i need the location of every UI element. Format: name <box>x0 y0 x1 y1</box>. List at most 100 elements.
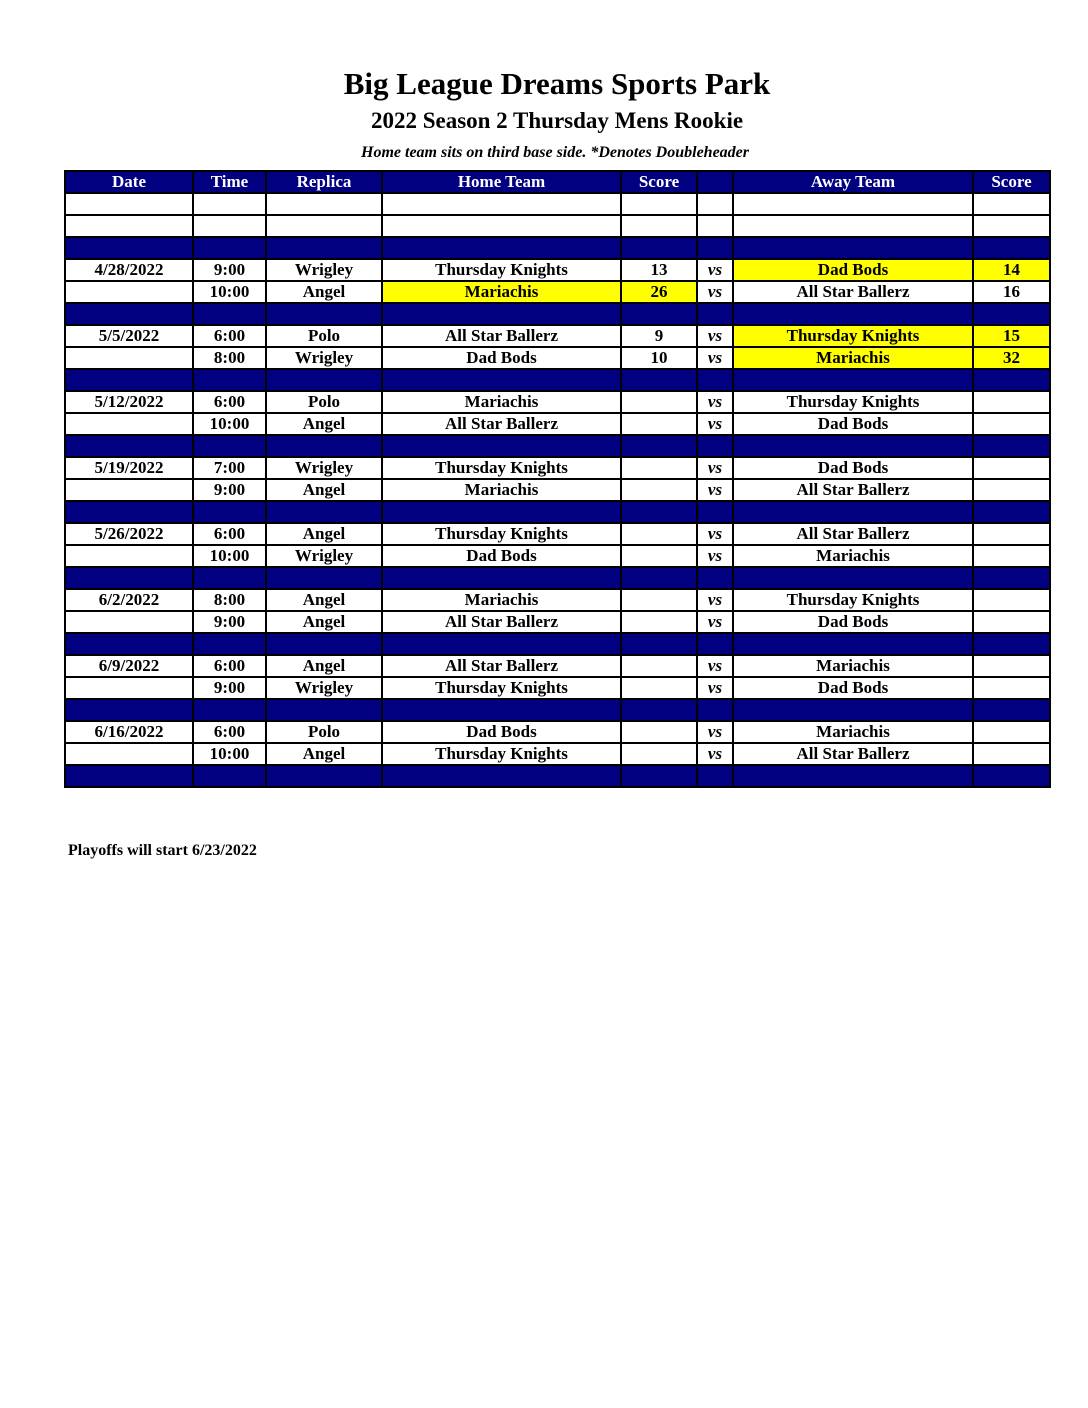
game-time: 9:00 <box>192 676 267 700</box>
empty-cell <box>620 698 698 722</box>
column-header: Date <box>64 170 194 194</box>
empty-cell <box>192 368 267 392</box>
game-row: 6/2/2022 8:00 Angel Mariachis vs Thursday Kni… <box>64 588 1051 612</box>
home-score <box>620 544 698 568</box>
empty-cell <box>381 236 622 260</box>
empty-cell <box>620 236 698 260</box>
home-team: Dad Bods <box>381 346 622 370</box>
vs-label: vs <box>696 280 734 304</box>
empty-cell <box>265 236 383 260</box>
empty-cell <box>620 434 698 458</box>
separator-row <box>64 698 1051 722</box>
empty-cell <box>192 192 267 216</box>
game-field: Polo <box>265 324 383 348</box>
empty-cell <box>64 368 194 392</box>
empty-cell <box>732 566 974 590</box>
home-score <box>620 588 698 612</box>
game-time: 9:00 <box>192 610 267 634</box>
empty-cell <box>696 500 734 524</box>
away-score <box>972 412 1051 436</box>
empty-cell <box>972 434 1051 458</box>
game-date: 5/12/2022 <box>64 390 194 414</box>
home-score <box>620 412 698 436</box>
empty-cell <box>972 214 1051 238</box>
game-time: 10:00 <box>192 544 267 568</box>
vs-label: vs <box>696 390 734 414</box>
game-date: 5/26/2022 <box>64 522 194 546</box>
home-team: Thursday Knights <box>381 742 622 766</box>
empty-cell <box>381 764 622 788</box>
empty-cell <box>972 236 1051 260</box>
home-team: Dad Bods <box>381 720 622 744</box>
page-subtitle: 2022 Season 2 Thursday Mens Rookie <box>370 108 744 133</box>
game-row: 4/28/2022 9:00 Wrigley Thursday Knights 13 vs… <box>64 258 1051 282</box>
empty-cell <box>64 632 194 656</box>
empty-cell <box>696 236 734 260</box>
separator-row <box>64 500 1051 524</box>
empty-cell <box>192 500 267 524</box>
away-score <box>972 522 1051 546</box>
home-score <box>620 522 698 546</box>
game-date <box>64 544 194 568</box>
game-time: 9:00 <box>192 478 267 502</box>
empty-cell <box>265 192 383 216</box>
away-score <box>972 676 1051 700</box>
game-time: 7:00 <box>192 456 267 480</box>
empty-cell <box>696 764 734 788</box>
home-score <box>620 654 698 678</box>
game-row: 9:00 Wrigley Thursday Knights vs Dad Bods <box>64 676 1051 700</box>
empty-cell <box>972 632 1051 656</box>
home-score <box>620 456 698 480</box>
game-date: 5/19/2022 <box>64 456 194 480</box>
empty-cell <box>64 764 194 788</box>
empty-cell <box>620 566 698 590</box>
empty-cell <box>972 368 1051 392</box>
away-team: Mariachis <box>732 720 974 744</box>
game-row: 10:00 Angel Mariachis 26 vs All Star Ballerz 1… <box>64 280 1051 304</box>
empty-cell <box>696 302 734 326</box>
vs-label: vs <box>696 588 734 612</box>
home-team: Thursday Knights <box>381 522 622 546</box>
game-time: 8:00 <box>192 588 267 612</box>
empty-cell <box>381 192 622 216</box>
home-team: All Star Ballerz <box>381 324 622 348</box>
empty-cell <box>732 764 974 788</box>
away-team: Mariachis <box>732 654 974 678</box>
empty-cell <box>620 632 698 656</box>
game-date: 6/2/2022 <box>64 588 194 612</box>
game-time: 10:00 <box>192 280 267 304</box>
game-row: 6/16/2022 6:00 Polo Dad Bods vs Mariachis <box>64 720 1051 744</box>
away-team: All Star Ballerz <box>732 478 974 502</box>
empty-cell <box>64 302 194 326</box>
empty-cell <box>696 434 734 458</box>
home-team: All Star Ballerz <box>381 412 622 436</box>
game-time: 8:00 <box>192 346 267 370</box>
game-row: 5/5/2022 6:00 Polo All Star Ballerz 9 vs Thurs… <box>64 324 1051 348</box>
away-team: Thursday Knights <box>732 390 974 414</box>
game-time: 9:00 <box>192 258 267 282</box>
empty-cell <box>696 566 734 590</box>
empty-cell <box>381 698 622 722</box>
empty-cell <box>732 434 974 458</box>
empty-cell <box>192 434 267 458</box>
vs-label: vs <box>696 742 734 766</box>
empty-cell <box>732 500 974 524</box>
empty-cell <box>265 434 383 458</box>
empty-cell <box>192 214 267 238</box>
vs-label: vs <box>696 324 734 348</box>
away-score: 16 <box>972 280 1051 304</box>
empty-cell <box>972 302 1051 326</box>
game-date <box>64 478 194 502</box>
separator-row <box>64 434 1051 458</box>
empty-cell <box>620 500 698 524</box>
away-team: Thursday Knights <box>732 588 974 612</box>
empty-cell <box>381 368 622 392</box>
game-date: 6/16/2022 <box>64 720 194 744</box>
game-row: 9:00 Angel Mariachis vs All Star Ballerz <box>64 478 1051 502</box>
empty-cell <box>620 302 698 326</box>
away-team: Mariachis <box>732 346 974 370</box>
game-time: 10:00 <box>192 412 267 436</box>
home-score <box>620 478 698 502</box>
game-date: 6/9/2022 <box>64 654 194 678</box>
